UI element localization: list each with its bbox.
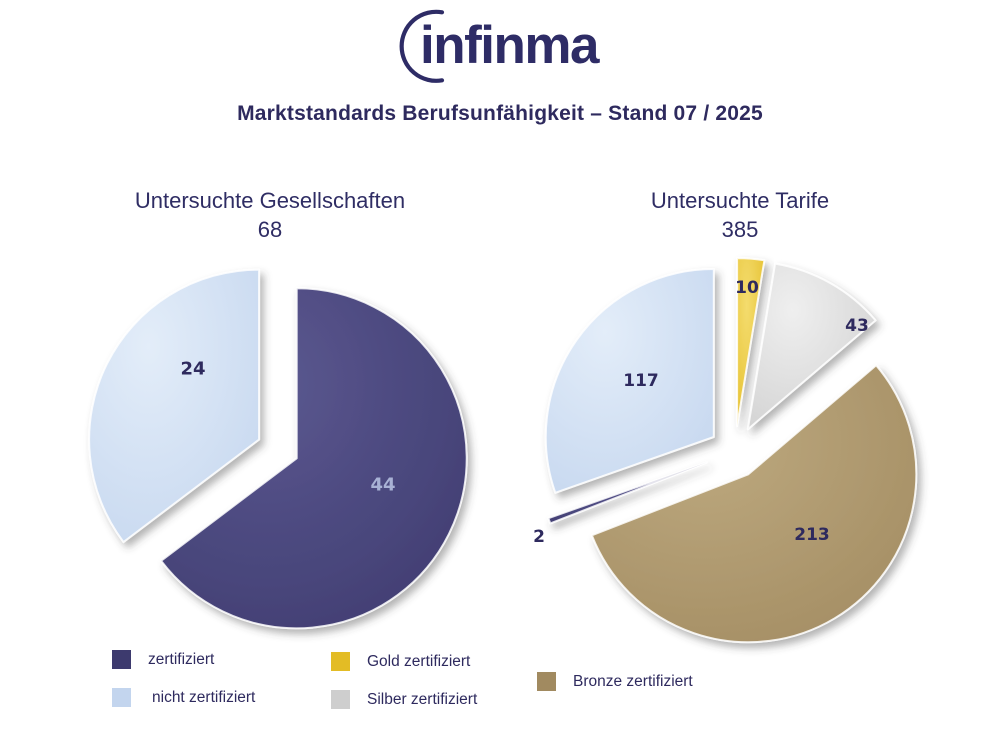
page-title: Marktstandards Berufsunfähigkeit – Stand… — [237, 102, 763, 125]
pie-slice-Gold-zertifiziert — [736, 257, 766, 428]
legend-label: Bronze zertifiziert — [573, 672, 693, 690]
legend-swatch-lightblue — [112, 688, 131, 707]
pie-chart-gesellschaften: 44 24 — [88, 268, 468, 630]
legend-item-zertifiziert: zertifiziert — [112, 650, 214, 669]
legend-item-nicht-zertifiziert: nicht zertifiziert — [112, 688, 255, 707]
legend-swatch-gold — [331, 652, 350, 671]
pie-data-label: 43 — [845, 316, 869, 336]
pie-slice-Bronze-zertifiziert — [590, 364, 918, 644]
logo-arc-icon — [399, 9, 445, 83]
chart-total: 385 — [721, 217, 759, 243]
legend-swatch-navy — [112, 650, 131, 669]
pie-data-label: 117 — [623, 371, 659, 391]
logo-text: infinma — [420, 16, 600, 75]
chart-title-tarife: Untersuchte Tarife 385 — [520, 186, 960, 244]
pie-slice-zertifiziert — [160, 287, 468, 630]
legend-label: zertifiziert — [148, 650, 215, 668]
pie-data-label: 213 — [794, 525, 830, 545]
chart-title-text: Untersuchte Tarife — [650, 188, 830, 213]
pie-data-label: 10 — [735, 278, 759, 298]
legend-item-Bronze-zertifiziert: Bronze zertifiziert — [537, 672, 693, 691]
pie-data-label: 44 — [370, 474, 395, 495]
pie-slice-nicht-zertifiziert — [88, 268, 261, 544]
chart-title-gesellschaften: Untersuchte Gesellschaften 68 — [40, 186, 500, 244]
pie-slice-nicht-zertifiziert — [544, 268, 715, 494]
legend-label: nicht zertifiziert — [152, 688, 256, 706]
pie-data-label: 24 — [180, 358, 205, 379]
legend-item-Gold-zertifiziert: Gold zertifiziert — [331, 652, 470, 671]
legend-swatch-silver — [331, 690, 350, 709]
chart-title-text: Untersuchte Gesellschaften — [134, 188, 406, 213]
legend-label: Gold zertifiziert — [367, 652, 471, 670]
legend-label: Silber zertifiziert — [367, 690, 478, 708]
pie-slice-zertifiziert — [547, 461, 708, 525]
pie-slice-Silber-zertifiziert — [746, 262, 877, 431]
chart-total: 68 — [257, 217, 283, 243]
logo-graphic: infinma — [399, 9, 601, 83]
pie-chart-tarife: 10 43 213 2 117 — [533, 257, 918, 644]
legend-item-Silber-zertifiziert: Silber zertifiziert — [331, 690, 477, 709]
legend-swatch-bronze — [537, 672, 556, 691]
pie-data-label: 2 — [533, 527, 545, 547]
infinma-logo: infinma — [0, 2, 1000, 84]
